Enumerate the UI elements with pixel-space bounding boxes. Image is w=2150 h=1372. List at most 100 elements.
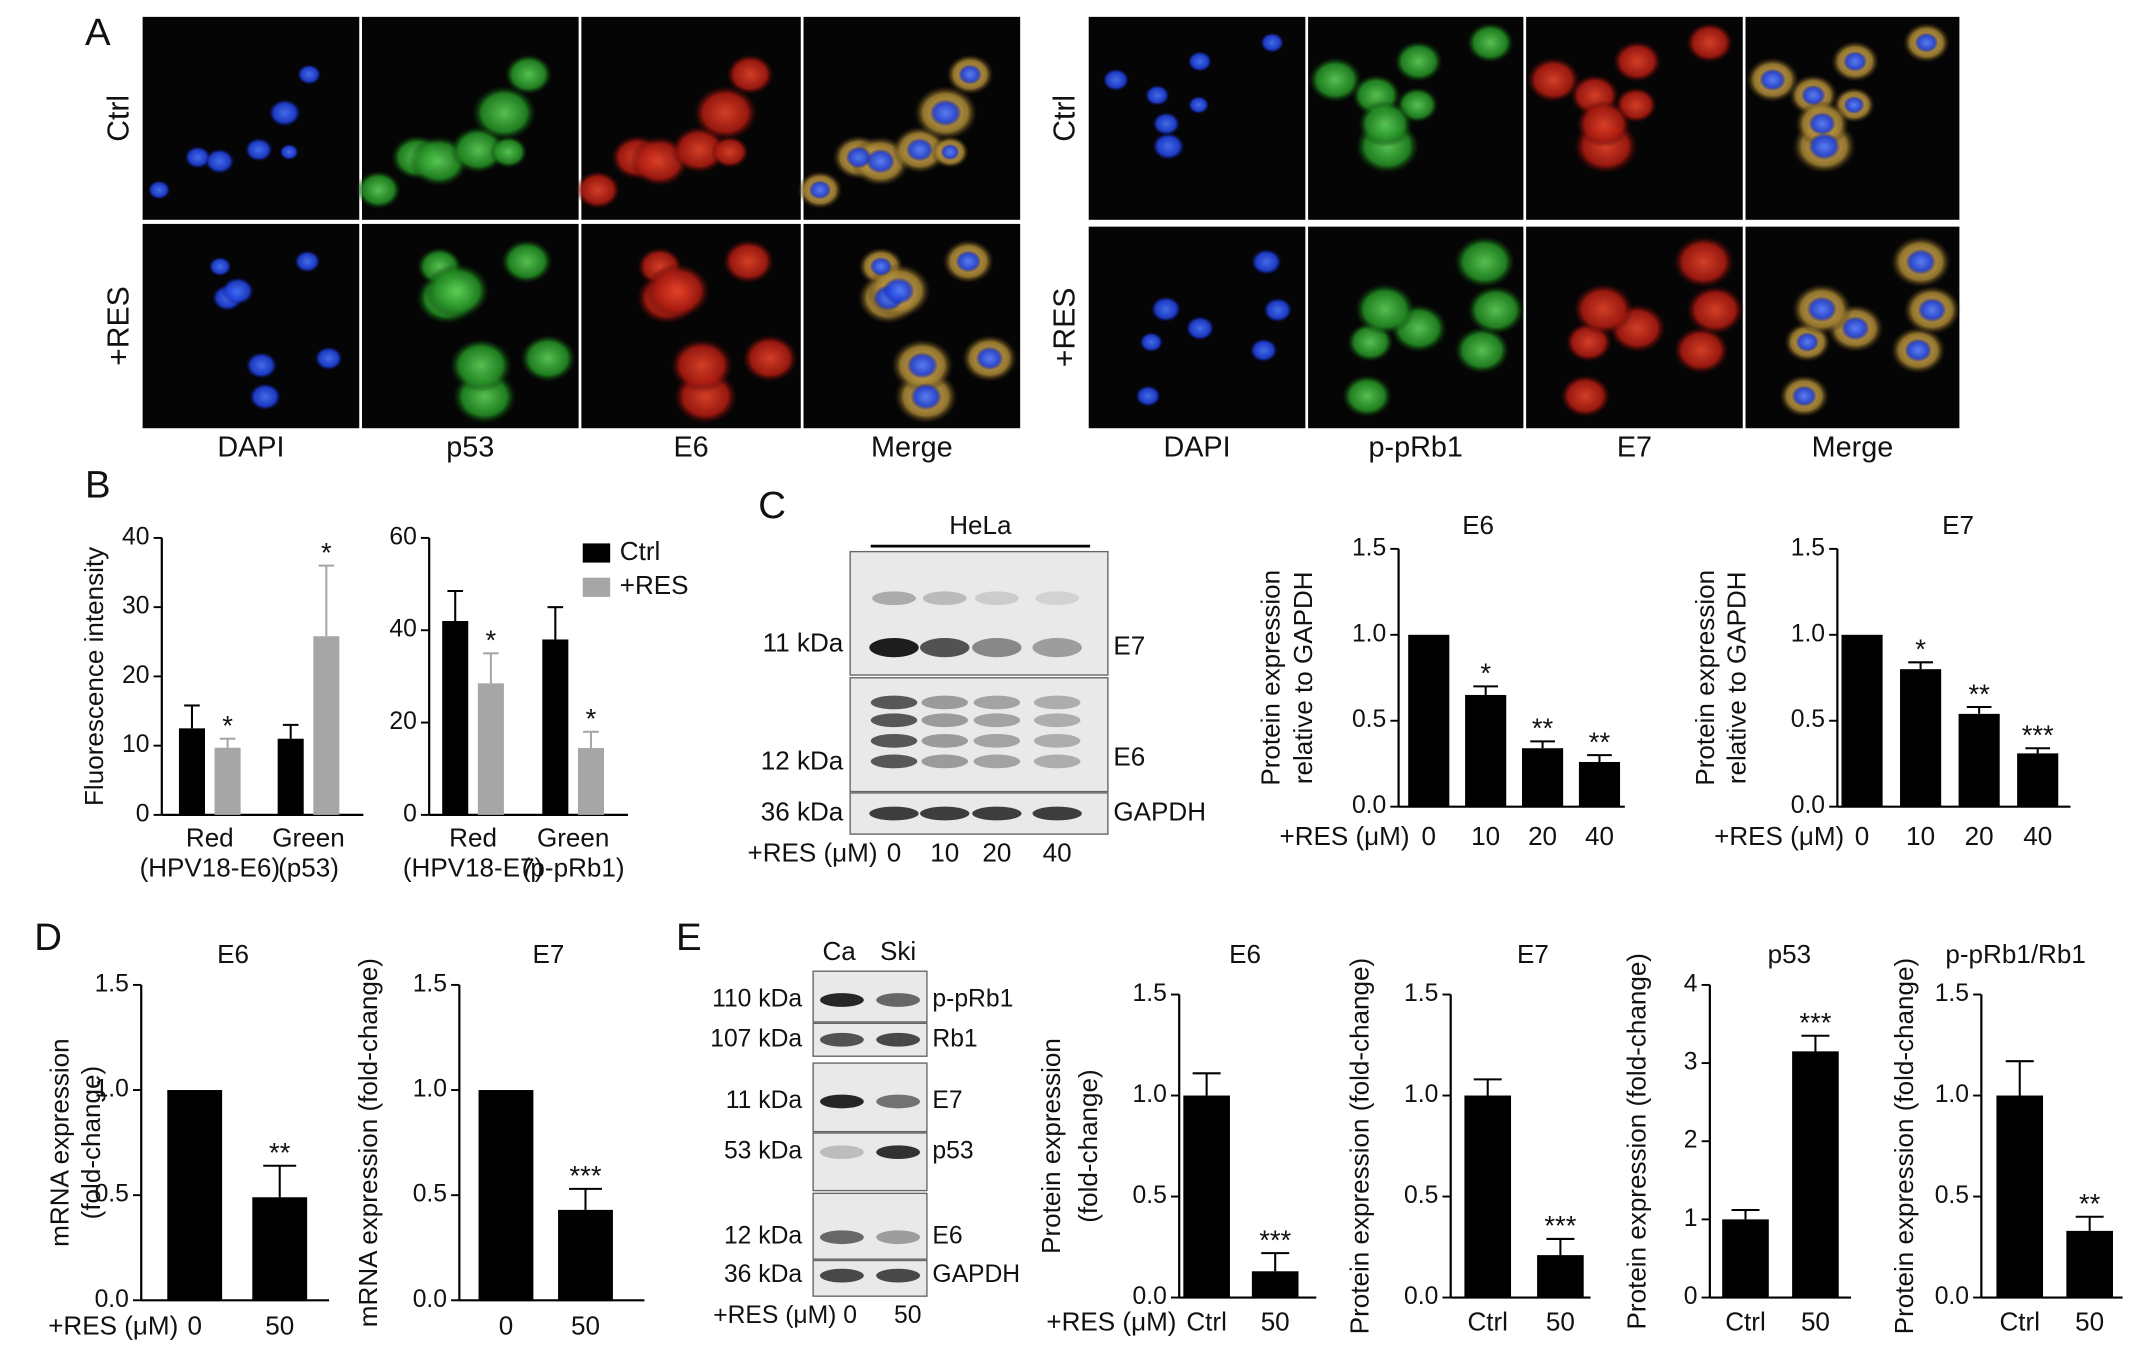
y-axis-label: Protein expression — [1255, 570, 1285, 786]
micrograph — [142, 16, 360, 220]
blot-band — [973, 754, 1021, 769]
chart-title: E6 — [1462, 510, 1494, 540]
cell — [693, 85, 758, 141]
y-tick-label: 4 — [1684, 970, 1698, 997]
y-tick-label: 0.5 — [1133, 1182, 1167, 1209]
significance-label: * — [486, 625, 497, 656]
cell — [575, 170, 621, 209]
cell — [710, 135, 749, 169]
mw-label: 53 kDa — [724, 1138, 802, 1165]
protein-label: E7 — [932, 1087, 962, 1114]
protein-label: E7 — [1113, 630, 1145, 660]
protein-label: GAPDH — [932, 1261, 1020, 1288]
significance-label: * — [321, 537, 332, 568]
blot-band — [819, 1145, 864, 1160]
mw-label: 11 kDa — [763, 628, 844, 658]
y-tick-label: 0.5 — [1404, 1182, 1438, 1209]
blot-band — [921, 733, 969, 748]
cell — [1342, 374, 1393, 418]
x-tick-label: Red — [449, 822, 497, 852]
x-tick-label: Green — [272, 822, 344, 852]
cell — [645, 263, 710, 319]
bar — [167, 1090, 223, 1301]
bar — [1900, 669, 1942, 807]
y-tick-label: 1.0 — [1791, 620, 1825, 647]
blot-band — [819, 1032, 864, 1047]
legend-swatch — [582, 577, 611, 597]
bar — [2066, 1230, 2113, 1298]
blot-band — [1033, 695, 1081, 710]
cell — [1185, 316, 1215, 341]
cell — [1354, 283, 1415, 335]
chart-title: E7 — [1942, 510, 1974, 540]
y-tick-label: 0.0 — [95, 1286, 129, 1313]
blot-box — [812, 1192, 928, 1260]
cell — [1686, 285, 1744, 335]
blot-band — [920, 806, 970, 821]
bar — [478, 1090, 534, 1301]
x-axis-label: +RES (μM) — [1714, 821, 1844, 851]
significance-label: *** — [1259, 1224, 1291, 1255]
blot-band — [920, 638, 970, 658]
bar — [178, 728, 205, 815]
chart-title: E7 — [1517, 939, 1549, 969]
y-tick-label: 1.5 — [1404, 980, 1438, 1007]
cell — [1187, 51, 1212, 72]
column-label: E6 — [673, 431, 708, 463]
cell — [208, 256, 232, 277]
y-tick-label: 30 — [122, 593, 149, 620]
y-axis-label: Protein expression — [1036, 1038, 1066, 1254]
y-tick-label: 0.5 — [1791, 706, 1825, 733]
cell — [1454, 326, 1510, 374]
y-axis-label: relative to GAPDH — [1288, 571, 1318, 784]
bar — [1408, 634, 1450, 807]
x-tick-sublabel: (p-pRb1) — [522, 853, 625, 883]
blot-band — [819, 1230, 864, 1245]
x-axis-label: +RES (μM) — [1046, 1306, 1176, 1336]
bar — [1537, 1255, 1584, 1298]
lane-label: Ca — [823, 936, 857, 966]
x-tick-sublabel: (HPV18-E7) — [403, 853, 543, 883]
cell — [424, 263, 490, 319]
significance-label: * — [1480, 658, 1491, 689]
y-tick-label: 0 — [136, 800, 150, 827]
y-tick-label: 1.0 — [413, 1076, 447, 1103]
blot-band — [819, 1268, 864, 1283]
bar — [558, 1209, 613, 1301]
x-tick-label: 50 — [1261, 1306, 1290, 1336]
y-tick-label: 1.5 — [95, 970, 129, 997]
column-label: E7 — [1617, 431, 1652, 463]
cell — [297, 64, 321, 85]
axis-label: +RES (μM) — [713, 1302, 836, 1329]
blot-band — [876, 1032, 921, 1047]
chart-title: E6 — [217, 939, 249, 969]
blot-band — [876, 993, 921, 1007]
blot-band — [870, 733, 918, 748]
blot-band — [870, 695, 918, 710]
chart-title: p53 — [1768, 939, 1811, 969]
cell — [1560, 374, 1611, 418]
y-tick-label: 0.0 — [1791, 792, 1825, 819]
mw-label: 12 kDa — [724, 1223, 802, 1250]
cell — [1152, 132, 1185, 160]
bar — [442, 621, 469, 815]
y-tick-label: 1.0 — [1404, 1081, 1438, 1108]
cell — [1576, 100, 1632, 147]
blot-box — [812, 1132, 928, 1192]
bar — [1522, 748, 1564, 807]
blot-band — [870, 754, 918, 769]
blot-band — [1033, 733, 1081, 748]
cell — [1673, 326, 1729, 374]
blot-band — [921, 713, 969, 728]
blot-band — [869, 638, 919, 658]
column-label: DAPI — [217, 431, 284, 463]
cell — [1573, 283, 1634, 335]
cell — [1152, 112, 1180, 136]
y-axis-label: Protein expression — [1690, 570, 1720, 786]
cell — [975, 346, 1004, 371]
y-tick-label: 1.5 — [1352, 534, 1386, 561]
y-tick-label: 0 — [403, 800, 417, 827]
protein-label: GAPDH — [1113, 796, 1206, 826]
cell — [1188, 96, 1210, 114]
y-axis-label: Protein expression (fold-change) — [1344, 958, 1374, 1334]
